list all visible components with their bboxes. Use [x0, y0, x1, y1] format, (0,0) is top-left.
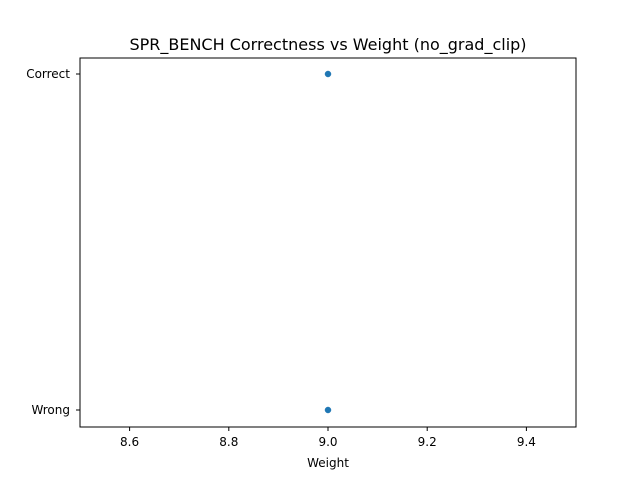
y-tick-label: Correct [26, 67, 70, 81]
plot-area-frame [79, 57, 577, 428]
y-axis-ticks: Wrong Correct [26, 67, 80, 417]
x-tick-label: 8.8 [219, 435, 238, 449]
x-tick-label: 9.0 [318, 435, 337, 449]
y-tick-label: Wrong [31, 403, 70, 417]
x-tick-label: 9.2 [418, 435, 437, 449]
x-tick-label: 8.6 [120, 435, 139, 449]
scatter-point [324, 406, 332, 414]
x-axis-ticks: 8.6 8.8 9.0 9.2 9.4 [120, 427, 536, 449]
x-tick-label: 9.4 [517, 435, 536, 449]
data-points [324, 70, 332, 414]
x-axis-label: Weight [307, 456, 349, 470]
chart-title: SPR_BENCH Correctness vs Weight (no_grad… [129, 35, 526, 55]
scatter-point [324, 70, 332, 78]
